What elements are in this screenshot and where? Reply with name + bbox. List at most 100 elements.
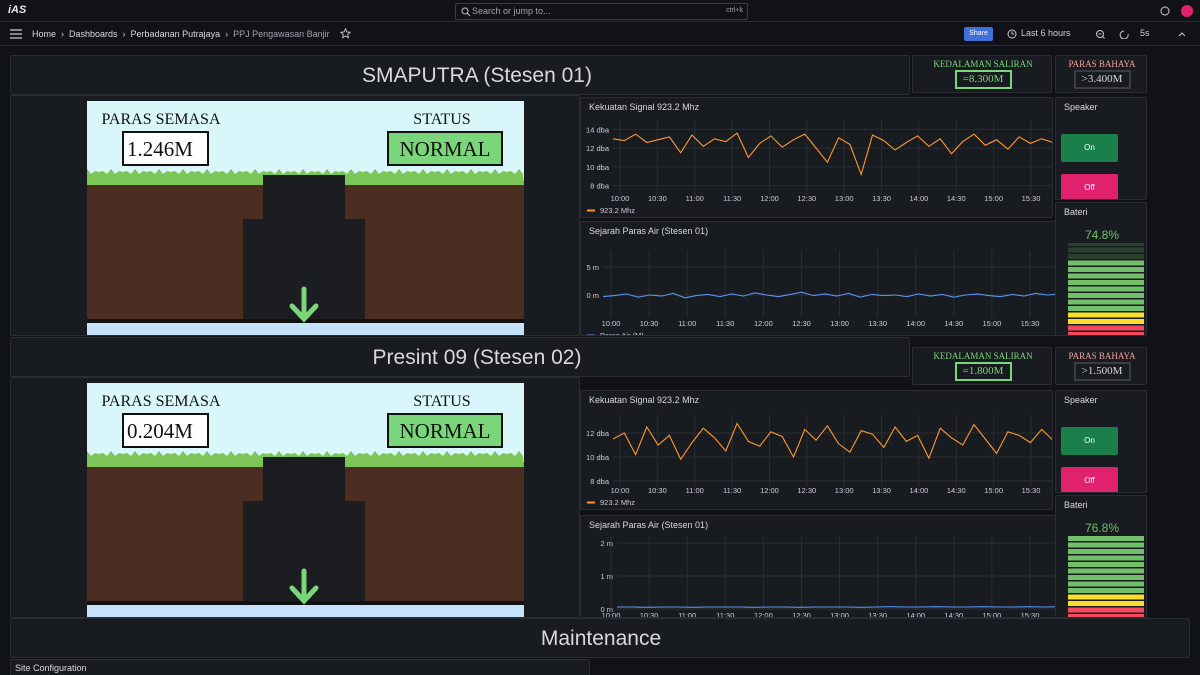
chart: 0 m 1 m 2 m 10:00 10:30 11:00 11:30 12:00 12:30 1…	[600, 536, 1059, 618]
y-tick-label: 0 m	[586, 291, 599, 300]
legend-label: 923.2 Mhz	[600, 206, 635, 215]
site-config-panel: Site Configuration	[10, 659, 590, 675]
time-range[interactable]: Last 6 hours	[1021, 28, 1071, 38]
image-panel: PARAS SEMASA 1.246M STATUS NORMAL	[10, 95, 580, 336]
stat-value: >1.500M	[1073, 362, 1131, 381]
x-tick-label: 11:30	[716, 319, 734, 328]
x-tick-label: 13:30	[872, 486, 891, 495]
x-tick-label: 13:30	[872, 194, 891, 203]
x-tick-label: 15:00	[983, 319, 1002, 328]
nav-bar: Home › Dashboards › Perbadanan Putrajaya…	[0, 23, 1200, 46]
y-tick-label: 10 dba	[586, 163, 610, 172]
speaker-panel: Speaker On Off	[1055, 97, 1147, 200]
y-tick-label: 8 dba	[590, 182, 610, 191]
y-tick-label: 14 dba	[586, 125, 610, 134]
row-title: Maintenance	[540, 627, 662, 650]
breadcrumbs: Home › Dashboards › Perbadanan Putrajaya…	[32, 27, 351, 39]
menu-icon[interactable]	[10, 29, 22, 39]
series-line	[602, 291, 1059, 299]
battery-value: 76.8%	[1084, 521, 1120, 535]
stat-label: KEDALAMAN SALIRAN	[933, 351, 1033, 361]
gauge-segment	[1068, 280, 1144, 285]
gauge-segment	[1068, 588, 1144, 593]
image-panel: PARAS SEMASA 0.204M STATUS NORMAL	[10, 377, 580, 618]
x-tick-label: 10:30	[640, 319, 659, 328]
shortcut: ctrl+k	[726, 7, 743, 14]
y-tick-label: 0 m	[600, 605, 613, 614]
x-tick-label: 12:30	[792, 319, 811, 328]
drain-illustration: PARAS SEMASA 0.204M STATUS NORMAL	[87, 383, 524, 617]
x-tick-label: 13:00	[830, 319, 849, 328]
x-tick-label: 14:30	[944, 611, 963, 618]
x-tick-label: 11:30	[723, 194, 741, 203]
gauge-segment	[1068, 594, 1144, 600]
stat-label: PARAS BAHAYA	[1068, 59, 1136, 69]
share-button[interactable]: Share	[964, 27, 993, 41]
x-tick-label: 12:00	[760, 194, 779, 203]
gauge-segment	[1068, 254, 1144, 259]
x-tick-label: 15:30	[1021, 611, 1040, 618]
gauge-segment	[1068, 555, 1144, 561]
stat-value: =1.800M	[954, 362, 1012, 381]
top-bar: iAS Search or jump to... ctrl+k	[0, 0, 1200, 22]
maintenance-row[interactable]: Maintenance	[10, 618, 1190, 658]
y-tick-label: 10 dba	[586, 453, 610, 462]
breadcrumb[interactable]: Home	[32, 29, 57, 39]
gauge-segment	[1068, 306, 1144, 311]
off-button[interactable]: Off	[1061, 174, 1118, 199]
x-tick-label: 10:30	[648, 486, 667, 495]
separator: ›	[117, 29, 131, 39]
x-tick-label: 15:00	[984, 486, 1003, 495]
panel-title: Kekuatan Signal 923.2 Mhz	[589, 102, 700, 112]
x-tick-label: 12:00	[754, 611, 773, 618]
star-icon[interactable]	[339, 27, 351, 39]
chart: 8 dba 10 dba 12 dba 14 dba 10:00 10:30 11:00 11…	[586, 120, 1052, 215]
arrow	[289, 286, 319, 323]
gauge-segment	[1068, 581, 1144, 587]
series-line	[612, 132, 1052, 177]
x-tick-label: 14:30	[947, 486, 966, 495]
breadcrumb[interactable]: PPJ Pengawasan Banjir	[233, 29, 330, 39]
x-tick-label: 14:30	[947, 194, 966, 203]
x-tick-label: 15:00	[983, 611, 1002, 618]
x-tick-label: 10:00	[611, 194, 630, 203]
x-tick-label: 10:00	[602, 319, 621, 328]
breadcrumb[interactable]: Perbadanan Putrajaya	[130, 29, 221, 39]
on-button[interactable]: On	[1061, 134, 1118, 162]
on-button[interactable]: On	[1061, 427, 1118, 455]
logo[interactable]: iAS	[8, 4, 27, 16]
battery-value: 74.8%	[1084, 228, 1120, 242]
user-icons[interactable]	[1160, 5, 1194, 19]
chart-panel: Sejarah Paras Air (Stesen 01) 0 m 5 m 10:00…	[580, 221, 1060, 336]
arrow	[289, 568, 319, 605]
x-tick-label: 12:30	[797, 486, 816, 495]
search-placeholder: Search or jump to...	[472, 6, 551, 16]
panel-title: Speaker	[1064, 395, 1098, 405]
x-tick-label: 15:30	[1021, 319, 1040, 328]
legend-label: 923.2 Mhz	[600, 498, 635, 507]
gauge-segment	[1068, 247, 1144, 253]
gauge-segment	[1068, 332, 1144, 335]
paras-label: PARAS SEMASA	[101, 393, 220, 410]
x-tick-label: 12:30	[797, 194, 816, 203]
refresh-interval[interactable]: 5s	[1140, 28, 1150, 38]
gauge-segment	[1068, 319, 1144, 324]
stat-label: PARAS BAHAYA	[1068, 351, 1136, 361]
stat-panel: KEDALAMAN SALIRAN =1.800M	[912, 347, 1052, 385]
chart: 0 m 5 m 10:00 10:30 11:00 11:30 12:00 12:30 13:0…	[586, 250, 1059, 335]
x-tick-label: 12:30	[792, 611, 811, 618]
off-button[interactable]: Off	[1061, 467, 1118, 492]
y-tick-label: 2 m	[600, 539, 613, 548]
gauge-segment	[1068, 575, 1144, 580]
gauge-segment	[1068, 614, 1144, 617]
status-value: NORMAL	[399, 419, 490, 443]
breadcrumb[interactable]: Dashboards	[69, 29, 118, 39]
row-title-panel: SMAPUTRA (Stesen 01)	[10, 55, 910, 95]
search-box[interactable]: Search or jump to... ctrl+k	[455, 3, 748, 20]
y-tick-label: 8 dba	[590, 477, 610, 486]
separator: ›	[220, 29, 234, 39]
speaker-panel: Speaker On Off	[1055, 390, 1147, 493]
y-tick-label: 5 m	[586, 263, 599, 272]
toolbar-icons[interactable]	[1095, 29, 1185, 39]
